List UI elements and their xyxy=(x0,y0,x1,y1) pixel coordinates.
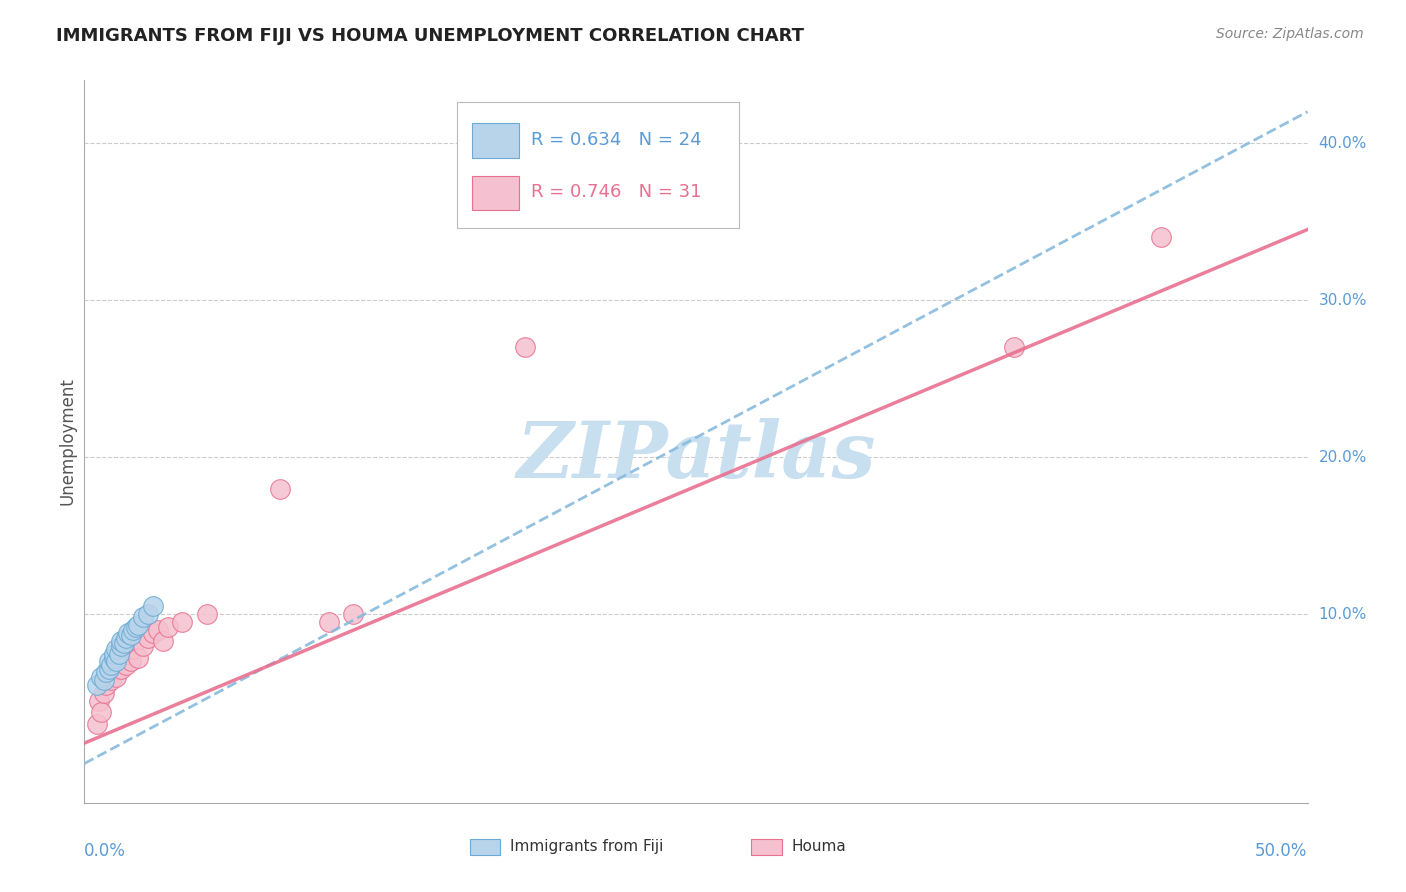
Point xyxy=(110,639,132,653)
Text: IMMIGRANTS FROM FIJI VS HOUMA UNEMPLOYMENT CORRELATION CHART: IMMIGRANTS FROM FIJI VS HOUMA UNEMPLOYME… xyxy=(56,27,804,45)
Point xyxy=(105,670,128,684)
Point xyxy=(127,651,149,665)
Point xyxy=(115,631,138,645)
Text: 50.0%: 50.0% xyxy=(1256,842,1308,860)
Text: Immigrants from Fiji: Immigrants from Fiji xyxy=(510,838,664,854)
Point xyxy=(100,673,122,688)
Point xyxy=(90,670,112,684)
Point xyxy=(110,662,132,676)
Text: R = 0.634   N = 24: R = 0.634 N = 24 xyxy=(531,131,702,149)
Point xyxy=(136,631,159,645)
Point xyxy=(97,655,120,669)
Point xyxy=(93,686,115,700)
Point xyxy=(122,641,145,656)
Point xyxy=(107,655,129,669)
Point xyxy=(142,599,165,614)
Point xyxy=(105,641,128,656)
Point xyxy=(269,482,291,496)
Point xyxy=(117,626,139,640)
Point xyxy=(156,620,179,634)
Point xyxy=(132,639,155,653)
Point xyxy=(97,662,120,676)
Point xyxy=(103,651,125,665)
Point xyxy=(127,618,149,632)
Point xyxy=(142,626,165,640)
Point xyxy=(513,340,536,354)
Point xyxy=(96,678,118,692)
Point xyxy=(97,670,120,684)
Point xyxy=(96,665,118,680)
Text: 10.0%: 10.0% xyxy=(1319,607,1367,622)
Point xyxy=(112,647,135,661)
FancyBboxPatch shape xyxy=(751,838,782,855)
Text: Houma: Houma xyxy=(792,838,846,854)
Point xyxy=(1002,340,1025,354)
Point xyxy=(122,623,145,637)
Point xyxy=(103,662,125,676)
Y-axis label: Unemployment: Unemployment xyxy=(58,377,76,506)
Point xyxy=(120,628,142,642)
Text: ZIPatlas: ZIPatlas xyxy=(516,417,876,494)
Point xyxy=(90,705,112,719)
Point xyxy=(87,694,110,708)
Point xyxy=(93,673,115,688)
FancyBboxPatch shape xyxy=(472,123,519,158)
Text: 0.0%: 0.0% xyxy=(84,842,127,860)
Point xyxy=(100,657,122,672)
Text: 20.0%: 20.0% xyxy=(1319,450,1367,465)
Point xyxy=(86,678,108,692)
Text: R = 0.746   N = 31: R = 0.746 N = 31 xyxy=(531,183,702,202)
Point xyxy=(342,607,364,622)
Point xyxy=(115,657,138,672)
FancyBboxPatch shape xyxy=(470,838,501,855)
Point xyxy=(112,635,135,649)
Point xyxy=(136,607,159,622)
Point xyxy=(117,647,139,661)
Point xyxy=(86,717,108,731)
Point xyxy=(103,647,125,661)
Point xyxy=(146,623,169,637)
Point xyxy=(152,634,174,648)
FancyBboxPatch shape xyxy=(472,176,519,211)
Text: Source: ZipAtlas.com: Source: ZipAtlas.com xyxy=(1216,27,1364,41)
Point xyxy=(172,615,194,630)
Point xyxy=(195,607,218,622)
FancyBboxPatch shape xyxy=(457,102,738,228)
Point xyxy=(107,647,129,661)
Point xyxy=(318,615,340,630)
Text: 30.0%: 30.0% xyxy=(1319,293,1367,308)
Point xyxy=(110,634,132,648)
Point xyxy=(120,655,142,669)
Point xyxy=(132,610,155,624)
Point xyxy=(105,655,128,669)
Point xyxy=(1150,230,1173,244)
Point xyxy=(125,620,148,634)
Text: 40.0%: 40.0% xyxy=(1319,136,1367,151)
